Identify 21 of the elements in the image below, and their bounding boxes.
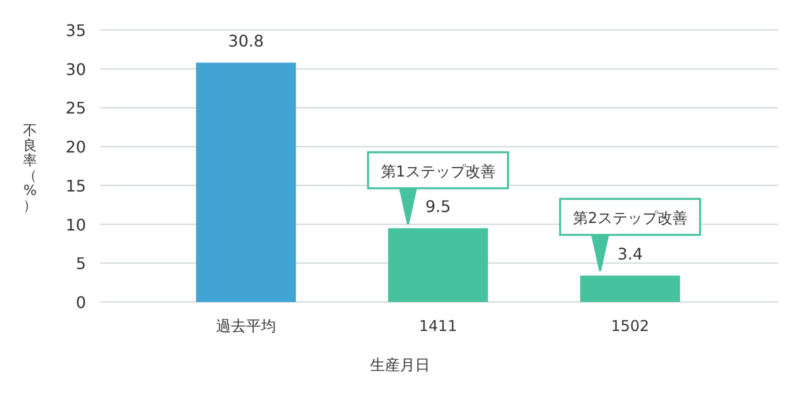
y-tick-label: 35	[66, 21, 86, 40]
bar	[580, 276, 680, 302]
data-label: 9.5	[425, 197, 451, 216]
x-tick-label: 1502	[611, 317, 650, 335]
y-tick-label: 5	[76, 254, 86, 274]
y-tick-label: 0	[76, 293, 86, 312]
annotation: 第2ステップ改善	[572, 208, 688, 227]
x-tick-label: 過去平均	[216, 317, 276, 335]
annotation: 第1ステップ改善	[380, 162, 496, 180]
data-label: 3.4	[617, 244, 643, 264]
y-tick-label: 25	[66, 98, 86, 118]
y-tick-label: 30	[66, 60, 86, 79]
bar	[388, 228, 488, 302]
y-tick-label: 20	[66, 138, 86, 157]
data-label: 30.8	[228, 32, 264, 51]
x-axis-title: 生産月日	[370, 356, 430, 374]
y-tick-label: 10	[66, 215, 86, 234]
x-tick-label: 1411	[418, 317, 458, 335]
y-axis-title: 不良率（%）	[23, 123, 37, 214]
bar	[196, 62, 296, 302]
y-tick-label: 15	[66, 176, 86, 196]
